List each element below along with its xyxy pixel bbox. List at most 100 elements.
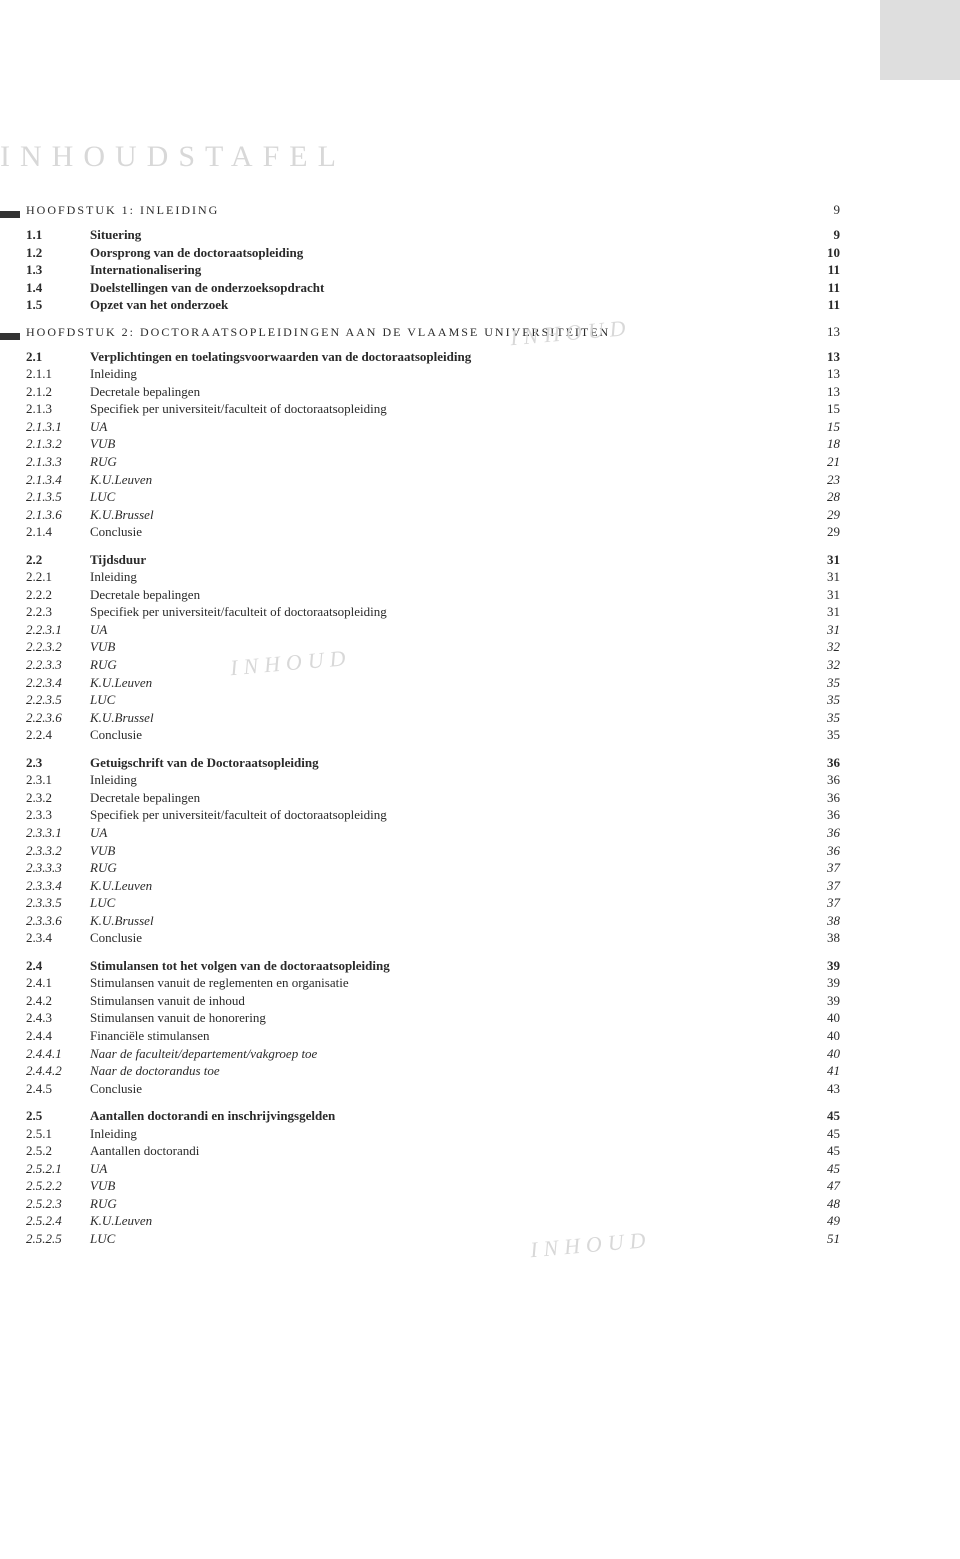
toc-page: 40 [810, 1009, 840, 1027]
toc-row: 2.5.2.2VUB47 [26, 1177, 840, 1195]
toc-label: K.U.Brussel [90, 709, 810, 727]
toc-label: Inleiding [90, 568, 810, 586]
toc-number: 2.5.2.4 [26, 1212, 90, 1230]
toc-page: 38 [810, 929, 840, 947]
toc-number: 2.1.3 [26, 400, 90, 418]
toc-row: 2.2.3.4K.U.Leuven35 [26, 674, 840, 692]
toc-row: 2.3.3.3RUG37 [26, 859, 840, 877]
toc-label: K.U.Brussel [90, 912, 810, 930]
toc-number: 2.2.3.2 [26, 638, 90, 656]
toc-page: 13 [810, 365, 840, 383]
chapter-title: HOOFDSTUK 1: INLEIDING [26, 203, 810, 218]
toc-page: 37 [810, 859, 840, 877]
toc-row: 1.3Internationalisering11 [26, 261, 840, 279]
toc-page: 36 [810, 789, 840, 807]
toc-page: 31 [810, 603, 840, 621]
toc-label: LUC [90, 1230, 810, 1248]
toc-label: Inleiding [90, 1125, 810, 1143]
toc-number: 2.5.2.3 [26, 1195, 90, 1213]
toc-page: 9 [810, 226, 840, 244]
toc-row: 2.1.3.2VUB18 [26, 435, 840, 453]
toc-row: 2.5Aantallen doctorandi en inschrijvings… [26, 1107, 840, 1125]
toc-page: 11 [810, 279, 840, 297]
toc-number: 2.1.3.6 [26, 506, 90, 524]
toc-page: 39 [810, 957, 840, 975]
toc-number: 2.4.4 [26, 1027, 90, 1045]
toc-label: Oorsprong van de doctoraatsopleiding [90, 244, 810, 262]
toc-page: 10 [810, 244, 840, 262]
toc-number: 2.3.2 [26, 789, 90, 807]
toc-number: 2.1.3.2 [26, 435, 90, 453]
toc-label: VUB [90, 1177, 810, 1195]
toc-number: 2.1.2 [26, 383, 90, 401]
toc-page: 37 [810, 894, 840, 912]
toc-label: UA [90, 824, 810, 842]
toc-page: 45 [810, 1125, 840, 1143]
toc-row: 2.5.2Aantallen doctorandi45 [26, 1142, 840, 1160]
toc-number: 2.2.3.4 [26, 674, 90, 692]
toc-group: 1.1Situering91.2Oorsprong van de doctora… [26, 226, 840, 314]
toc-label: Decretale bepalingen [90, 586, 810, 604]
toc-page: 45 [810, 1142, 840, 1160]
toc-row: 2.1.3.4K.U.Leuven23 [26, 471, 840, 489]
toc-label: Situering [90, 226, 810, 244]
toc-row: 2.2.3Specifiek per universiteit/facultei… [26, 603, 840, 621]
toc-label: Aantallen doctorandi [90, 1142, 810, 1160]
toc-number: 2.4.1 [26, 974, 90, 992]
toc-row: 2.4.3Stimulansen vanuit de honorering40 [26, 1009, 840, 1027]
toc-label: LUC [90, 691, 810, 709]
toc-page: 29 [810, 506, 840, 524]
toc-number: 2.5.2 [26, 1142, 90, 1160]
toc-number: 2.4.4.2 [26, 1062, 90, 1080]
toc-page: 41 [810, 1062, 840, 1080]
toc-row: 2.1.1Inleiding13 [26, 365, 840, 383]
toc-page: 40 [810, 1045, 840, 1063]
toc-row: 2.3.3.5LUC37 [26, 894, 840, 912]
toc-row: 2.2Tijdsduur31 [26, 551, 840, 569]
toc-row: 2.2.3.1UA31 [26, 621, 840, 639]
toc-page: 31 [810, 621, 840, 639]
toc-row: 2.1.3.3RUG21 [26, 453, 840, 471]
toc-page: 31 [810, 551, 840, 569]
toc-number: 2.3.1 [26, 771, 90, 789]
toc-label: RUG [90, 1195, 810, 1213]
toc-group: 2.2Tijdsduur312.2.1Inleiding312.2.2Decre… [26, 551, 840, 744]
toc-row: 2.2.2Decretale bepalingen31 [26, 586, 840, 604]
toc-page: 39 [810, 992, 840, 1010]
toc-row: 2.3.3.6K.U.Brussel38 [26, 912, 840, 930]
chapter-heading: HOOFDSTUK 1: INLEIDING 9 [0, 202, 840, 218]
toc-row: 2.5.2.5LUC51 [26, 1230, 840, 1248]
toc-page: 48 [810, 1195, 840, 1213]
toc-number: 2.5.2.5 [26, 1230, 90, 1248]
toc-row: 2.3.3.4K.U.Leuven37 [26, 877, 840, 895]
toc-number: 2.5.2.2 [26, 1177, 90, 1195]
toc-label: Tijdsduur [90, 551, 810, 569]
toc-number: 2.2.3 [26, 603, 90, 621]
toc-number: 1.2 [26, 244, 90, 262]
chapter-title: HOOFDSTUK 2: DOCTORAATSOPLEIDINGEN AAN D… [26, 325, 810, 340]
toc-row: 2.2.1Inleiding31 [26, 568, 840, 586]
toc-number: 2.3.3.1 [26, 824, 90, 842]
toc-row: 1.1Situering9 [26, 226, 840, 244]
toc-label: Verplichtingen en toelatingsvoorwaarden … [90, 348, 810, 366]
toc-number: 2.3 [26, 754, 90, 772]
toc-page: 31 [810, 568, 840, 586]
toc-row: 2.3.3.1UA36 [26, 824, 840, 842]
toc-row: 2.4Stimulansen tot het volgen van de doc… [26, 957, 840, 975]
toc-row: 2.4.4.1Naar de faculteit/departement/vak… [26, 1045, 840, 1063]
block-marker-icon [0, 333, 20, 340]
toc-number: 2.3.3.5 [26, 894, 90, 912]
toc-number: 2.1.3.5 [26, 488, 90, 506]
chapter-page: 9 [810, 202, 840, 218]
toc-number: 2.5 [26, 1107, 90, 1125]
toc-page: 51 [810, 1230, 840, 1248]
toc-row: 2.2.3.6K.U.Brussel35 [26, 709, 840, 727]
toc-page: 40 [810, 1027, 840, 1045]
toc-row: 2.1.3.5LUC28 [26, 488, 840, 506]
toc-row: 2.2.3.2VUB32 [26, 638, 840, 656]
toc-number: 2.1 [26, 348, 90, 366]
toc-label: K.U.Brussel [90, 506, 810, 524]
toc-label: Aantallen doctorandi en inschrijvingsgel… [90, 1107, 810, 1125]
toc-row: 2.4.2Stimulansen vanuit de inhoud39 [26, 992, 840, 1010]
toc-number: 1.3 [26, 261, 90, 279]
